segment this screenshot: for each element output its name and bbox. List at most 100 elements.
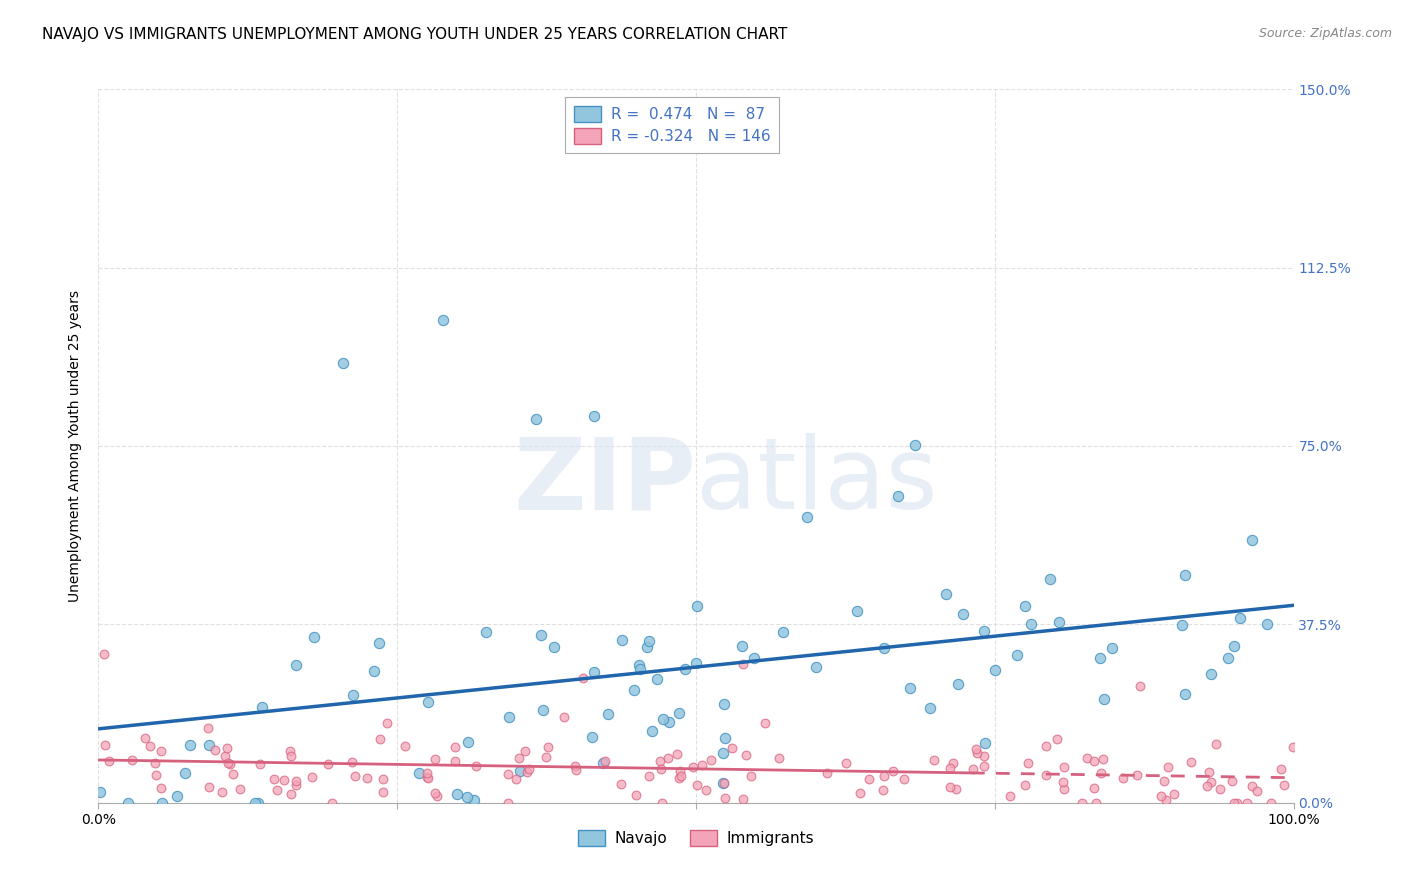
Point: [93, 647, 115, 661]
Point: [363, 665, 385, 679]
Point: [1039, 572, 1062, 586]
Point: [1170, 618, 1192, 632]
Point: [1223, 639, 1246, 653]
Point: [1005, 648, 1028, 662]
Point: [1035, 739, 1057, 753]
Point: [553, 710, 575, 724]
Point: [952, 607, 974, 621]
Point: [873, 769, 896, 783]
Point: [695, 783, 717, 797]
Point: [356, 771, 378, 785]
Point: [457, 734, 479, 748]
Point: [624, 788, 647, 802]
Point: [446, 787, 468, 801]
Point: [922, 753, 945, 767]
Point: [533, 703, 555, 717]
Point: [524, 412, 547, 426]
Point: [882, 764, 904, 778]
Point: [647, 672, 669, 686]
Point: [1256, 616, 1278, 631]
Point: [229, 782, 252, 797]
Point: [273, 772, 295, 787]
Point: [1150, 789, 1173, 803]
Point: [1090, 765, 1112, 780]
Point: [134, 731, 156, 746]
Point: [1084, 796, 1107, 810]
Point: [735, 748, 758, 763]
Point: [1153, 773, 1175, 788]
Point: [1091, 751, 1114, 765]
Point: [1180, 756, 1202, 770]
Point: [344, 769, 367, 783]
Point: [657, 751, 679, 765]
Text: NAVAJO VS IMMIGRANTS UNEMPLOYMENT AMONG YOUTH UNDER 25 YEARS CORRELATION CHART: NAVAJO VS IMMIGRANTS UNEMPLOYMENT AMONG …: [42, 27, 787, 42]
Point: [278, 744, 301, 758]
Point: [872, 783, 894, 797]
Point: [1071, 796, 1094, 810]
Point: [1226, 796, 1249, 810]
Point: [173, 765, 195, 780]
Point: [284, 778, 307, 792]
Point: [612, 633, 634, 648]
Point: [332, 356, 354, 370]
Point: [740, 769, 762, 783]
Point: [456, 790, 478, 805]
Point: [1157, 760, 1180, 774]
Point: [371, 772, 394, 787]
Point: [627, 658, 650, 673]
Point: [682, 760, 704, 774]
Point: [772, 625, 794, 640]
Point: [418, 695, 440, 709]
Point: [423, 752, 446, 766]
Point: [1240, 780, 1263, 794]
Point: [246, 796, 269, 810]
Point: [636, 640, 658, 654]
Point: [648, 754, 671, 768]
Point: [371, 785, 394, 799]
Point: [302, 631, 325, 645]
Point: [197, 739, 219, 753]
Point: [537, 739, 560, 754]
Point: [1198, 765, 1220, 780]
Point: [1017, 756, 1039, 771]
Point: [713, 698, 735, 712]
Point: [198, 780, 221, 795]
Point: [1035, 768, 1057, 782]
Point: [804, 660, 827, 674]
Point: [938, 780, 960, 794]
Point: [89, 785, 111, 799]
Point: [368, 636, 391, 650]
Point: [1019, 616, 1042, 631]
Point: [508, 751, 530, 765]
Point: [973, 748, 995, 763]
Point: [465, 759, 488, 773]
Point: [984, 663, 1007, 677]
Point: [509, 764, 531, 779]
Point: [513, 743, 536, 757]
Point: [1154, 792, 1177, 806]
Point: [1047, 615, 1070, 630]
Point: [711, 776, 734, 790]
Point: [638, 634, 661, 648]
Point: [754, 716, 776, 731]
Point: [285, 774, 308, 789]
Point: [221, 766, 243, 780]
Point: [432, 313, 454, 327]
Point: [673, 662, 696, 676]
Point: [668, 772, 690, 786]
Point: [945, 781, 967, 796]
Point: [731, 792, 754, 806]
Point: [731, 639, 754, 653]
Point: [935, 587, 957, 601]
Point: [1195, 779, 1218, 793]
Point: [150, 781, 173, 796]
Point: [1083, 754, 1105, 768]
Point: [742, 651, 765, 665]
Point: [1163, 788, 1185, 802]
Point: [394, 739, 416, 753]
Point: [887, 490, 910, 504]
Point: [143, 756, 166, 770]
Point: [1083, 781, 1105, 796]
Point: [637, 769, 659, 783]
Text: ZIP: ZIP: [513, 434, 696, 530]
